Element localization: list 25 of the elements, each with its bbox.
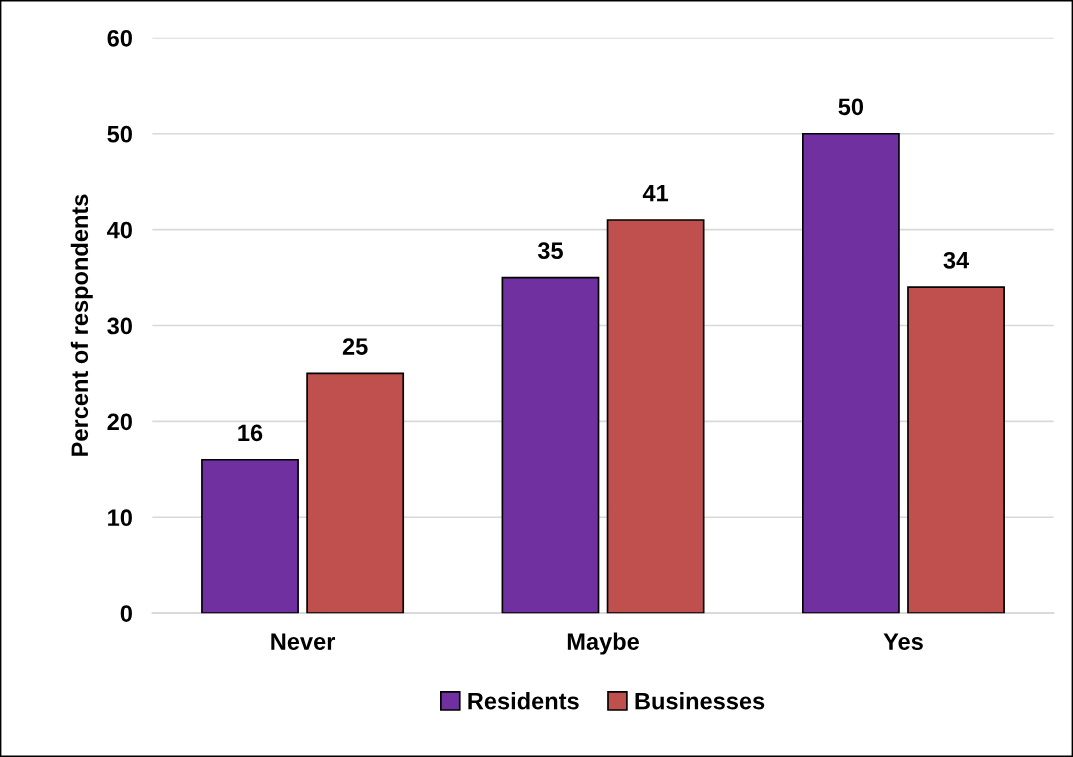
y-tick-label: 20 bbox=[107, 413, 132, 431]
data-label: 35 bbox=[537, 242, 563, 260]
bar bbox=[201, 458, 299, 614]
data-label: 34 bbox=[943, 251, 970, 269]
y-axis-title: Percent of respondents bbox=[70, 194, 93, 456]
data-label: 50 bbox=[838, 98, 864, 116]
bar bbox=[501, 276, 600, 614]
bar bbox=[907, 286, 1005, 614]
data-label: 25 bbox=[342, 338, 368, 355]
x-tick-label: Never bbox=[271, 633, 336, 650]
data-label: 41 bbox=[642, 185, 669, 202]
legend-label: Businesses bbox=[635, 692, 765, 710]
legend-label: Residents bbox=[468, 692, 579, 710]
y-tick-label: 10 bbox=[108, 509, 132, 527]
x-tick-label: Maybe bbox=[567, 632, 639, 655]
bar bbox=[801, 132, 900, 614]
x-tick-label: Yes bbox=[883, 633, 923, 650]
y-tick-label: 0 bbox=[120, 605, 132, 622]
y-tick-label: 60 bbox=[107, 29, 132, 47]
y-tick-label: 50 bbox=[107, 125, 132, 143]
bar bbox=[306, 372, 405, 614]
y-tick-label: 30 bbox=[107, 317, 132, 335]
y-tick-label: 40 bbox=[107, 221, 132, 239]
bar bbox=[606, 219, 705, 614]
data-label: 16 bbox=[238, 424, 263, 442]
